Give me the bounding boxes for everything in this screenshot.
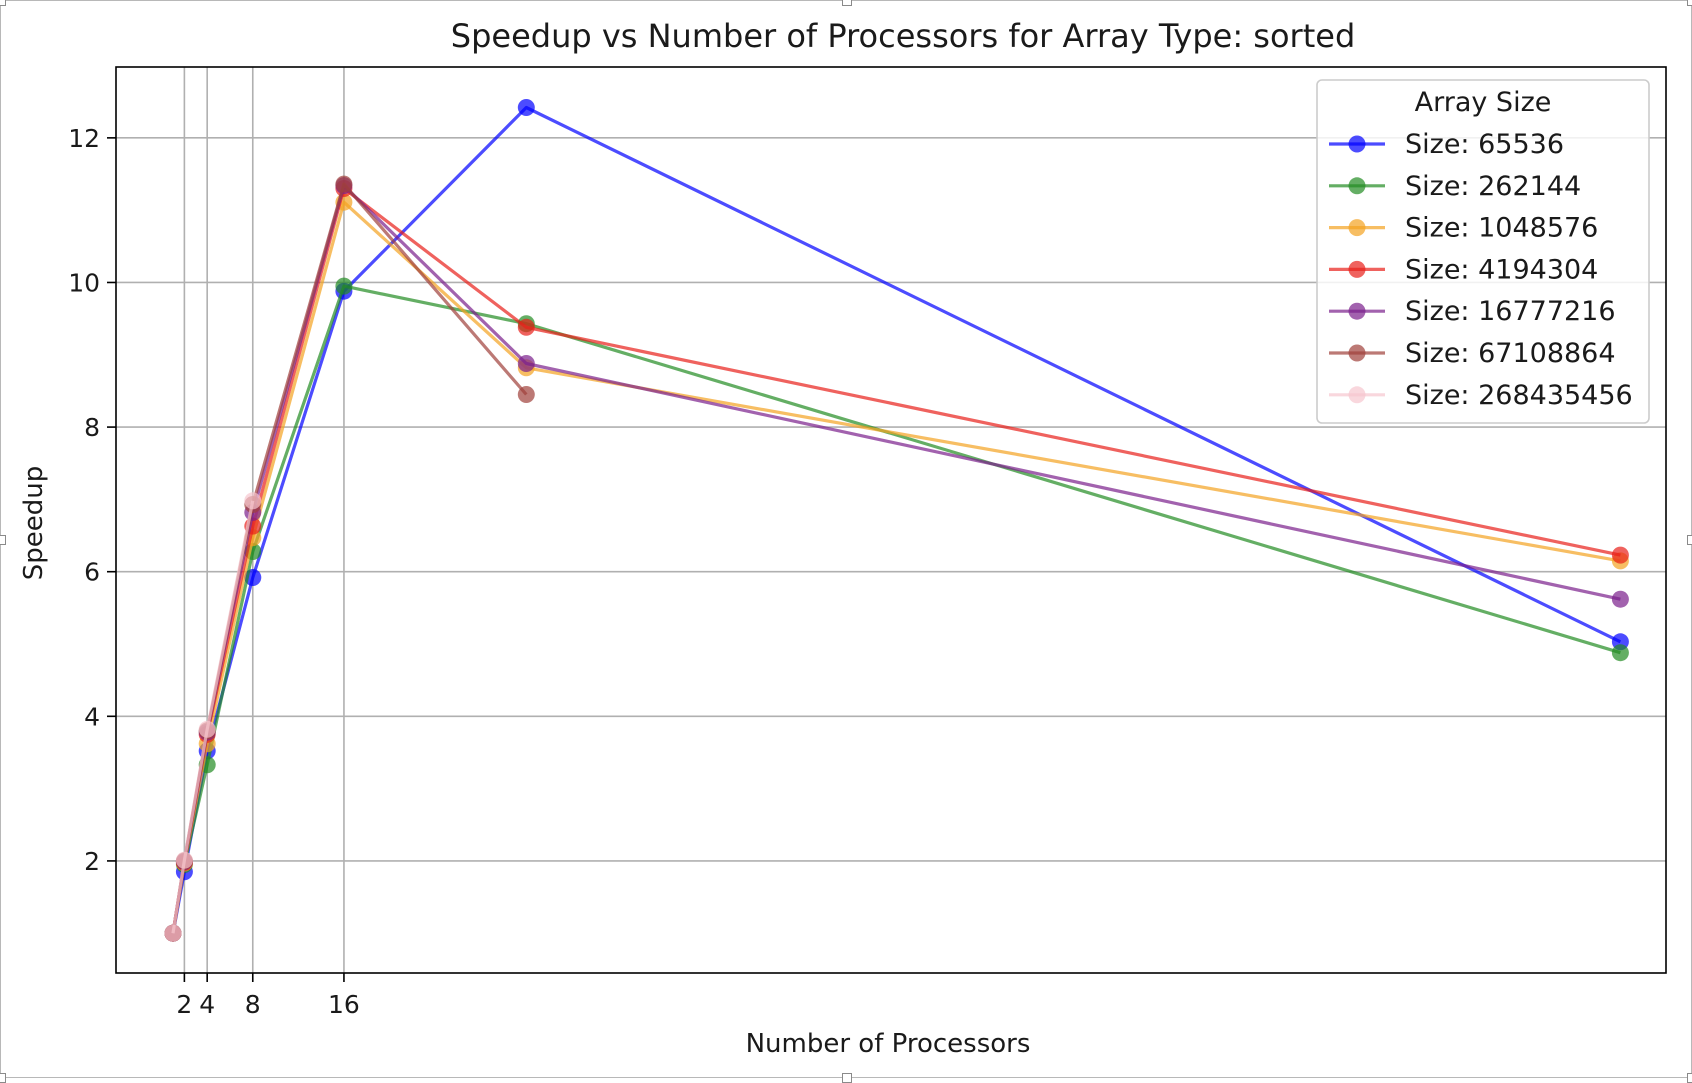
legend-item: Size: 67108864 xyxy=(1329,338,1616,369)
data-point xyxy=(517,386,535,403)
data-point xyxy=(175,851,193,869)
chart-title: Speedup vs Number of Processors for Arra… xyxy=(451,17,1356,55)
resize-handle-left[interactable] xyxy=(0,535,6,545)
y-tick-label: 12 xyxy=(68,124,100,153)
legend-swatch-marker xyxy=(1348,177,1366,195)
y-tick-label: 4 xyxy=(84,702,100,731)
legend-title: Array Size xyxy=(1415,87,1552,118)
series-7 xyxy=(164,492,262,942)
legend-label: Size: 16777216 xyxy=(1405,296,1616,327)
data-point xyxy=(1611,644,1629,662)
legend-label: Size: 262144 xyxy=(1405,171,1581,202)
legend-box xyxy=(1316,79,1650,424)
y-axis-label: Speedup xyxy=(19,466,49,581)
legend-item: Size: 1048576 xyxy=(1329,213,1598,244)
data-point xyxy=(1611,590,1629,608)
legend-item: Size: 16777216 xyxy=(1329,296,1616,327)
legend-swatch-marker xyxy=(1348,219,1366,237)
legend-label: Size: 1048576 xyxy=(1405,213,1598,244)
x-axis-label: Number of Processors xyxy=(746,1029,1031,1059)
data-point xyxy=(335,175,353,193)
legend-item: Size: 65536 xyxy=(1329,129,1564,160)
data-point xyxy=(517,99,535,116)
legend: Array Size Size: 65536 Size: 262144 Size: 1… xyxy=(1316,79,1650,424)
legend-label: Size: 268435456 xyxy=(1405,380,1633,411)
x-tick-label: 4 xyxy=(199,990,215,1019)
legend-label: Size: 67108864 xyxy=(1405,338,1616,369)
data-point xyxy=(517,355,535,372)
data-series xyxy=(164,99,1629,942)
data-point xyxy=(164,924,182,942)
legend-swatch-marker xyxy=(1348,260,1366,278)
data-point xyxy=(1611,546,1629,564)
x-tick-label: 8 xyxy=(245,990,261,1019)
legend-swatch-marker xyxy=(1348,344,1366,362)
legend-label: Size: 4194304 xyxy=(1405,254,1598,285)
resize-handle-top[interactable] xyxy=(842,0,852,6)
data-point xyxy=(517,318,535,336)
y-tick-label: 6 xyxy=(84,558,100,587)
legend-item: Size: 262144 xyxy=(1329,171,1581,202)
resize-handle-top-left[interactable] xyxy=(0,0,6,6)
legend-item: Size: 4194304 xyxy=(1329,254,1598,285)
legend-swatch-marker xyxy=(1348,386,1366,404)
x-tick-label: 16 xyxy=(328,990,360,1019)
legend-swatch-marker xyxy=(1348,302,1366,320)
y-tick-label: 2 xyxy=(84,847,100,876)
y-tick-label: 8 xyxy=(84,413,100,442)
legend-label: Size: 65536 xyxy=(1405,129,1564,160)
legend-swatch-marker xyxy=(1348,135,1366,153)
y-tick-label: 10 xyxy=(68,268,100,297)
x-tick-label: 2 xyxy=(176,990,192,1019)
resize-handle-right[interactable] xyxy=(1687,535,1692,545)
plot-frame xyxy=(115,66,1667,974)
data-point xyxy=(335,277,353,295)
legend-item: Size: 268435456 xyxy=(1329,380,1633,411)
resize-handle-top-right[interactable] xyxy=(1687,0,1692,6)
series-line xyxy=(171,500,255,934)
data-point xyxy=(198,720,216,738)
data-point xyxy=(244,492,262,510)
